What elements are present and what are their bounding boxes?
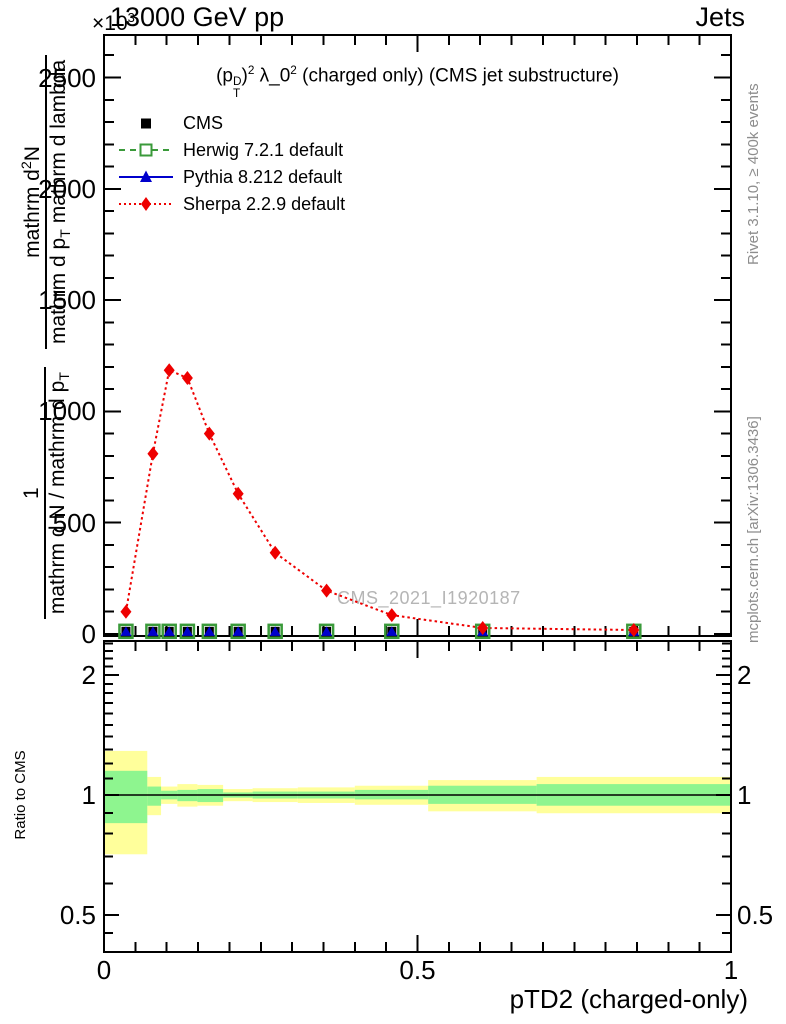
blue-triangle-marker-icon — [119, 170, 173, 182]
legend-item-herwig: Herwig 7.2.1 default — [118, 138, 343, 162]
herwig-marker — [118, 623, 134, 640]
main-panel-frame — [103, 34, 732, 637]
x-axis-label: pTD2 (charged-only) — [509, 984, 748, 1014]
region-title: Jets — [695, 2, 745, 32]
legend-item-cms: CMS — [118, 111, 223, 135]
sherpa-marker — [628, 622, 640, 637]
main-y-tick-label: 1500 — [38, 285, 96, 316]
herwig-marker — [179, 623, 196, 640]
sherpa-marker — [386, 608, 398, 623]
main-y-tick-label: 500 — [52, 507, 96, 538]
sherpa-line — [124, 368, 634, 631]
herwig-marker — [230, 623, 246, 640]
ratio-y-tick-label-right: 0.5 — [737, 900, 774, 930]
sherpa-marker — [163, 363, 175, 378]
pythia-marker — [269, 626, 281, 636]
x-tick-label: 0.5 — [399, 955, 436, 985]
mcplots-reference-note: mcplots.cern.ch [arXiv:1306.3436] — [745, 416, 762, 643]
sherpa-marker — [232, 486, 244, 501]
plot-title: (p D T)2 λ_02 (charged only) (CMS jet subs… — [216, 64, 619, 100]
energy-title: 13000 GeV pp — [110, 2, 285, 32]
herwig-marker — [201, 623, 218, 640]
pythia-marker — [321, 626, 333, 636]
legend-item-pythia: Pythia 8.212 default — [118, 165, 342, 189]
legend-label: Pythia 8.212 default — [183, 166, 343, 187]
sherpa-marker — [477, 620, 489, 635]
x-tick-label: 1 — [723, 955, 739, 985]
herwig-marker — [161, 623, 177, 640]
main-y-axis-label: 1 mathrm d N / mathrm d pT mathrm d2N ma… — [2, 37, 92, 637]
legend-label: Herwig 7.2.1 default — [183, 139, 344, 160]
ratio-y-tick-label-left: 2 — [81, 660, 96, 690]
ratio-y-tick-label-right: 1 — [737, 780, 752, 810]
pythia-marker — [147, 626, 159, 636]
pythia-marker — [232, 626, 244, 636]
ratio-panel-frame — [103, 640, 732, 953]
pythia-marker — [181, 626, 193, 636]
ratio-y-tick-label-right: 2 — [737, 660, 752, 690]
ratio-y-axis-label: Ratio to CMS — [12, 750, 29, 840]
main-y-tick-label: 1000 — [38, 396, 96, 427]
sherpa-marker — [147, 446, 159, 461]
rivet-version-note: Rivet 3.1.10, ≥ 400k events — [745, 83, 762, 265]
legend-label: CMS — [183, 112, 223, 133]
pythia-marker — [386, 626, 398, 636]
analysis-watermark: CMS_2021_I1920187 — [337, 588, 521, 608]
main-y-tick-label: 2500 — [38, 62, 96, 93]
legend-item-sherpa: Sherpa 2.2.9 default — [118, 192, 345, 216]
legend-label: Sherpa 2.2.9 default — [183, 193, 346, 214]
main-y-tick-label: 2000 — [38, 173, 96, 204]
green-uncertainty-band — [147, 786, 162, 806]
herwig-marker — [384, 623, 400, 640]
sherpa-marker — [120, 604, 132, 619]
green-open-square-marker-icon — [119, 143, 173, 157]
ratio-y-tick-label-left: 0.5 — [59, 900, 96, 930]
sherpa-marker — [181, 371, 193, 386]
pythia-marker — [120, 626, 132, 636]
black-square-marker-icon — [141, 118, 151, 129]
y-axis-scale-label: ×103 — [92, 10, 135, 35]
ratio-y-tick-label-left: 1 — [81, 780, 96, 810]
herwig-marker — [145, 623, 161, 640]
sherpa-marker — [321, 583, 333, 598]
green-uncertainty-band — [104, 770, 148, 824]
pythia-marker — [163, 626, 175, 636]
red-diamond-marker-icon — [119, 197, 173, 211]
main-y-tick-label: 0 — [81, 619, 96, 649]
herwig-marker — [318, 623, 335, 640]
sherpa-marker — [269, 545, 281, 560]
herwig-marker — [267, 623, 283, 640]
pythia-marker — [203, 626, 215, 636]
sherpa-marker — [203, 426, 215, 441]
x-tick-label: 0 — [96, 955, 112, 985]
